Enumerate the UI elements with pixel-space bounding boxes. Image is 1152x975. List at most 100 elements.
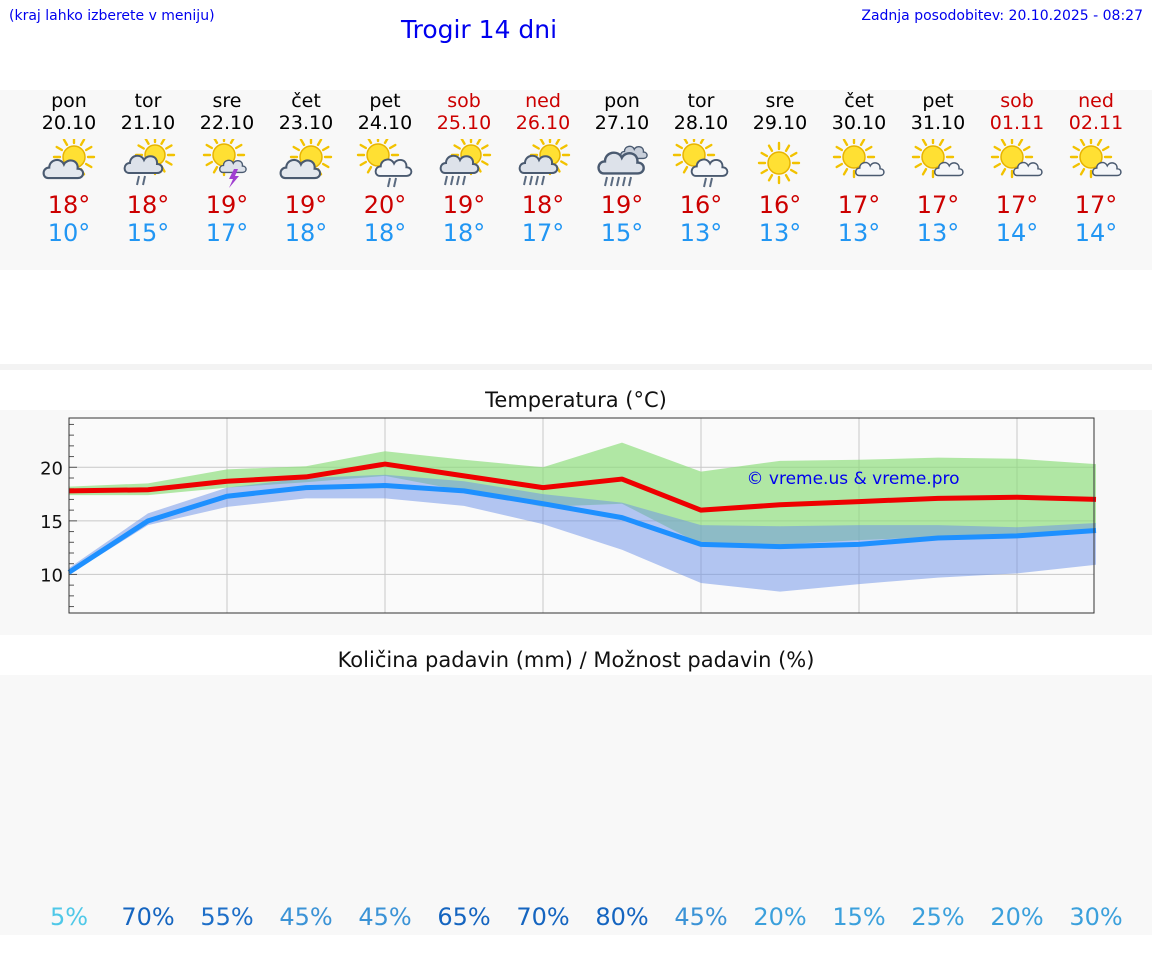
forecast-day: tor 28.10 16° 13° [661, 90, 741, 250]
forecast-day: pet 31.10 17° 13° [898, 90, 978, 250]
day-date: 29.10 [752, 112, 808, 134]
temperature-tick-label: 20 [40, 458, 63, 479]
min-temperature: 15° [126, 219, 170, 247]
day-date: 27.10 [594, 112, 650, 134]
day-name: tor [687, 90, 715, 112]
forecast-day: ned 26.10 18° 17° [503, 90, 583, 250]
max-temperature-line [68, 461, 1097, 513]
sun-small-cloud-icon [1069, 139, 1122, 179]
day-date: 24.10 [357, 112, 413, 134]
precipitation-probability: 70% [516, 903, 570, 931]
thunder-shower-icon [202, 139, 247, 188]
max-temperature: 17° [837, 191, 881, 219]
forecast-day: sre 29.10 16° 13° [740, 90, 820, 250]
heavy-rain-shower-icon [518, 139, 571, 186]
temperature-tick-label: 10 [40, 565, 63, 586]
min-temperature: 15° [600, 219, 644, 247]
sun-cloud-rain-icon [672, 139, 729, 188]
day-name: čet [291, 90, 321, 112]
sun-small-cloud-icon [911, 139, 964, 179]
precipitation-probability: 70% [121, 903, 175, 931]
forecast-day: pet 24.10 20° 18° [345, 90, 425, 250]
max-temperature: 18° [126, 191, 170, 219]
day-date: 31.10 [910, 112, 966, 134]
min-temperature: 13° [837, 219, 881, 247]
day-name: sob [1000, 90, 1034, 112]
day-date: 22.10 [199, 112, 255, 134]
precipitation-probability: 80% [595, 903, 649, 931]
day-date: 28.10 [673, 112, 729, 134]
max-temperature: 16° [679, 191, 723, 219]
forecast-day: ned 02.11 17° 14° [1056, 90, 1136, 250]
day-date: 23.10 [278, 112, 334, 134]
day-name: pon [51, 90, 87, 112]
temperature-tick-label: 15 [40, 512, 63, 533]
forecast-day: sob 25.10 19° 18° [424, 90, 504, 250]
day-date: 26.10 [515, 112, 571, 134]
day-name: pet [369, 90, 401, 112]
max-temperature: 18° [521, 191, 565, 219]
max-temperature: 18° [47, 191, 91, 219]
partly-cloudy-icon [42, 139, 96, 180]
min-temperature: 13° [916, 219, 960, 247]
forecast-day: čet 23.10 19° 18° [266, 90, 346, 250]
min-temperature: 17° [205, 219, 249, 247]
sun-icon [757, 141, 801, 185]
max-temperature: 17° [995, 191, 1039, 219]
precipitation-probability: 30% [1069, 903, 1123, 931]
forecast-day: pon 20.10 18° 10° [29, 90, 109, 250]
page-title: Trogir 14 dni [401, 15, 558, 44]
sun-cloud-rain-icon [356, 139, 413, 188]
day-name: sre [765, 90, 795, 112]
forecast-band [0, 90, 1152, 270]
max-temperature: 19° [205, 191, 249, 219]
max-temperature: 19° [284, 191, 328, 219]
day-date: 21.10 [120, 112, 176, 134]
watermark-text: © vreme.us & vreme.pro [746, 469, 959, 489]
precipitation-probability: 65% [437, 903, 491, 931]
min-temperature: 18° [284, 219, 328, 247]
min-temperature: 18° [442, 219, 486, 247]
min-temperature: 13° [758, 219, 802, 247]
min-temperature: 14° [1074, 219, 1118, 247]
min-temperature: 13° [679, 219, 723, 247]
day-name: ned [525, 90, 561, 112]
day-name: pet [922, 90, 954, 112]
cloud-heavy-rain-icon [597, 145, 648, 187]
precipitation-probability: 45% [358, 903, 412, 931]
max-temperature: 19° [600, 191, 644, 219]
day-name: ned [1078, 90, 1114, 112]
min-temperature: 10° [47, 219, 91, 247]
day-date: 01.11 [989, 112, 1045, 134]
day-date: 02.11 [1068, 112, 1124, 134]
precipitation-probability: 20% [753, 903, 807, 931]
precipitation-band [0, 675, 1152, 935]
min-temperature: 17° [521, 219, 565, 247]
rain-shower-icon [123, 139, 176, 186]
day-name: sob [447, 90, 481, 112]
max-temperature: 17° [916, 191, 960, 219]
forecast-day: pon 27.10 19° 15° [582, 90, 662, 250]
day-date: 30.10 [831, 112, 887, 134]
partly-cloudy-icon [279, 139, 333, 180]
precipitation-chart-title: Količina padavin (mm) / Možnost padavin … [337, 648, 815, 672]
forecast-day: sre 22.10 19° 17° [187, 90, 267, 250]
temperature-chart-title: Temperatura (°C) [485, 388, 667, 412]
day-name: čet [844, 90, 874, 112]
min-temperature-line [67, 483, 1097, 575]
max-temperature: 19° [442, 191, 486, 219]
day-name: sre [212, 90, 242, 112]
precipitation-probability: 45% [674, 903, 728, 931]
precipitation-probability: 5% [49, 903, 89, 931]
heavy-rain-shower-icon [439, 139, 492, 186]
precipitation-probability: 15% [832, 903, 886, 931]
day-date: 20.10 [41, 112, 97, 134]
max-temperature: 20° [363, 191, 407, 219]
min-temperature: 14° [995, 219, 1039, 247]
min-range-band [69, 474, 1096, 592]
precipitation-probability: 45% [279, 903, 333, 931]
location-menu-hint[interactable]: (kraj lahko izberete v meniju) [9, 8, 215, 24]
max-range-band [69, 442, 1096, 545]
temperature-plot-frame [68, 417, 1095, 614]
forecast-day: tor 21.10 18° 15° [108, 90, 188, 250]
